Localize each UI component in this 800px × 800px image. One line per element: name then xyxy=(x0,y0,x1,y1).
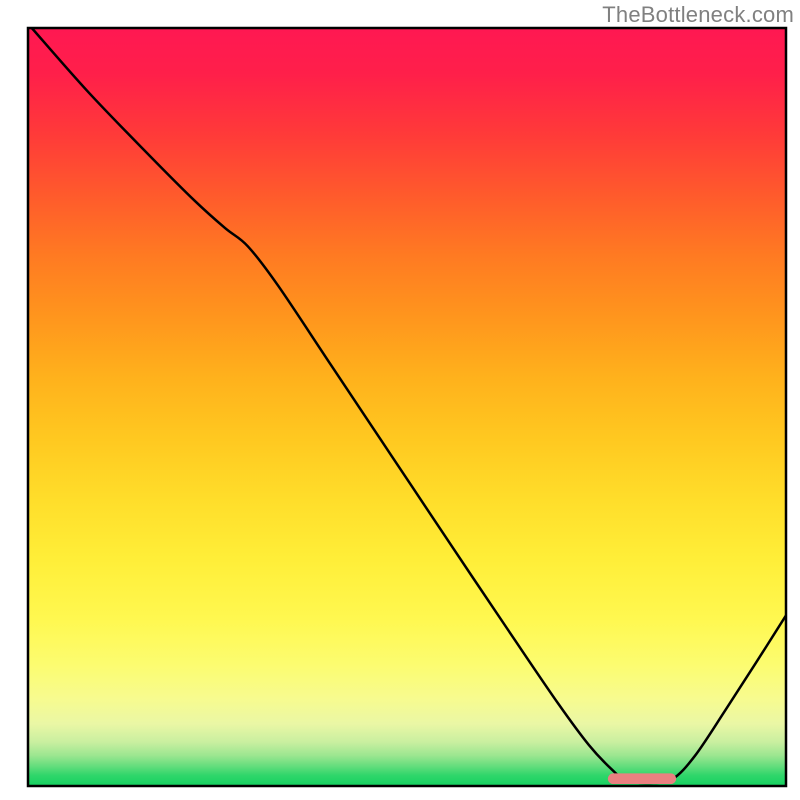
watermark-text: TheBottleneck.com xyxy=(602,2,794,28)
optimum-marker xyxy=(608,773,676,784)
bottleneck-chart xyxy=(0,0,800,800)
gradient-background xyxy=(28,28,786,786)
